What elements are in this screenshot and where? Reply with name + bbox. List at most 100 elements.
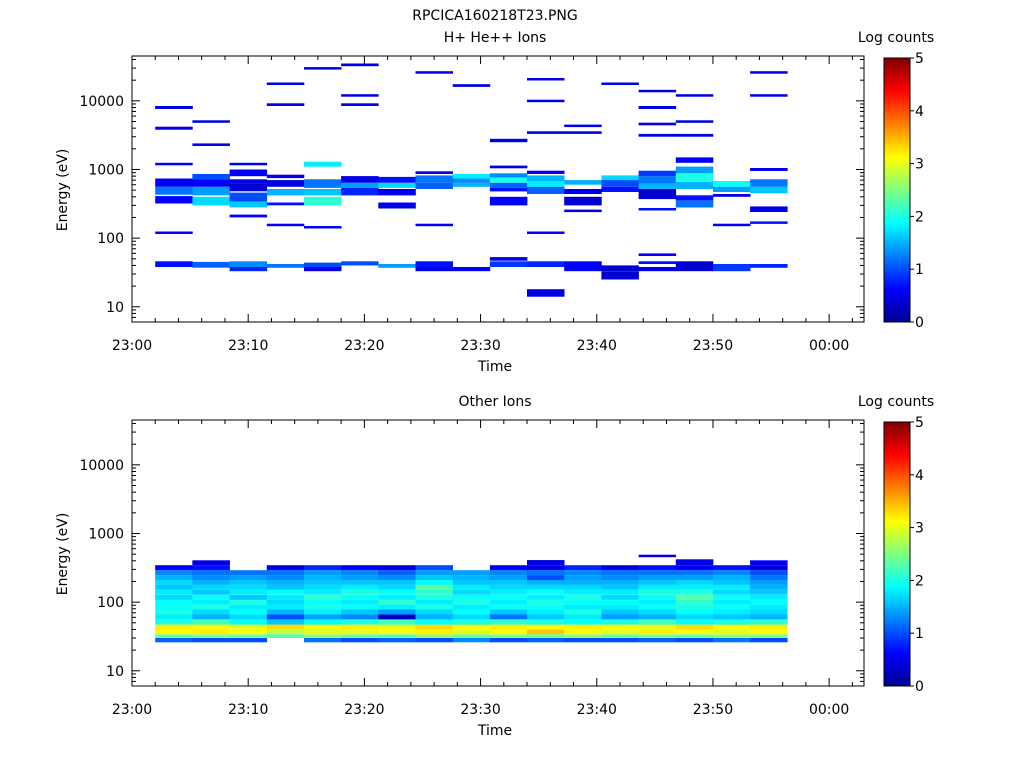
heatmap-cell (304, 161, 342, 167)
panel-h-he-ions: H+ He++ Ions Log counts Time Energy (eV)… (55, 30, 934, 375)
heatmap-cell (489, 580, 528, 585)
y-tick-label: 100 (97, 231, 124, 247)
heatmap-cell (229, 584, 268, 590)
heatmap-cell (564, 196, 602, 206)
heatmap-cell (713, 589, 751, 595)
heatmap-cell (155, 580, 193, 585)
axes: 23:00 23:10 23:20 23:30 23:40 23:50 00:00 10 100… (79, 56, 864, 354)
heatmap-cell (713, 223, 751, 227)
heatmap-cell (713, 181, 751, 187)
heatmap-cell (341, 565, 379, 571)
heatmap-cell (341, 629, 379, 635)
heatmap-cell (564, 584, 602, 590)
heatmap-cell (527, 570, 565, 576)
heatmap-cell (527, 560, 565, 563)
heatmap-cell (155, 162, 193, 166)
heatmap-cell (675, 599, 714, 605)
y-tick-label: 1000 (88, 526, 124, 542)
heatmap-cell (527, 565, 565, 571)
heatmap-cell (304, 614, 342, 620)
heatmap-cell (229, 624, 268, 630)
heatmap-cell (675, 181, 714, 189)
heatmap-cell (452, 178, 491, 183)
heatmap-cell (638, 599, 677, 605)
heatmap-cell (527, 181, 565, 187)
heatmap-cell (378, 565, 416, 571)
heatmap-cell (266, 565, 305, 571)
heatmap-cell (452, 624, 491, 630)
axes: 23:00 23:10 23:20 23:30 23:40 23:50 00:00 10 100… (79, 420, 864, 718)
heatmap-cell (675, 604, 714, 610)
heatmap-cell (750, 179, 788, 187)
heatmap-cell (527, 131, 565, 134)
heatmap-cell (229, 192, 268, 202)
panel-title: H+ He++ Ions (444, 30, 547, 46)
heatmap-cell (452, 619, 491, 625)
heatmap-cell (675, 634, 714, 638)
heatmap-cell (675, 584, 714, 590)
heatmap-cell (155, 231, 193, 234)
heatmap-cell (304, 599, 342, 605)
x-tick-label: 23:40 (577, 338, 617, 354)
heatmap-cell (229, 183, 268, 192)
heatmap-cell (527, 175, 565, 181)
heatmap-cell (155, 609, 193, 615)
heatmap-cell (378, 604, 416, 610)
heatmap-cell (304, 580, 342, 585)
heatmap-cell (638, 261, 677, 264)
heatmap-cell (675, 629, 714, 635)
heatmap-cells (155, 554, 788, 643)
heatmap-cell (192, 594, 230, 600)
colorbar-label: Log counts (858, 30, 934, 46)
heatmap-cell (304, 629, 342, 635)
heatmap-cell (415, 599, 453, 605)
heatmap-cell (527, 186, 565, 194)
heatmap-cell (266, 103, 305, 106)
heatmap-cell (675, 614, 714, 620)
heatmap-cell (304, 267, 342, 272)
heatmap-cell (713, 624, 751, 630)
heatmap-cell (378, 580, 416, 585)
heatmap-cell (527, 580, 565, 585)
heatmap-cell (229, 629, 268, 635)
heatmap-cell (378, 584, 416, 590)
heatmap-cell (527, 609, 565, 615)
heatmap-cell (638, 634, 677, 638)
heatmap-cell (415, 575, 453, 581)
panel-other-ions: Other Ions Log counts Time Energy (eV) 2… (55, 394, 934, 739)
heatmap-cell (192, 120, 230, 123)
heatmap-cell (750, 589, 788, 595)
heatmap-cell (229, 575, 268, 581)
heatmap-cell (527, 170, 565, 174)
colorbar-label: Log counts (858, 394, 934, 410)
heatmap-cell (564, 575, 602, 581)
heatmap-cell (155, 126, 193, 130)
heatmap-cell (155, 599, 193, 605)
heatmap-cell (378, 264, 416, 268)
heatmap-cell (452, 584, 491, 590)
heatmap-cell (341, 604, 379, 610)
figure-title: RPCICA160218T23.PNG (412, 8, 577, 24)
heatmap-cell (638, 624, 677, 630)
heatmap-cell (489, 196, 528, 206)
heatmap-cell (564, 619, 602, 625)
heatmap-cell (638, 565, 677, 571)
heatmap-cell (155, 589, 193, 595)
heatmap-cell (341, 609, 379, 615)
heatmap-cell (415, 624, 453, 630)
heatmap-cell (452, 570, 491, 576)
heatmap-cell (713, 594, 751, 600)
heatmap-cell (675, 575, 714, 581)
heatmap-cell (564, 124, 602, 128)
heatmap-cell (564, 638, 602, 643)
x-tick-label: 00:00 (809, 702, 849, 718)
heatmap-cell (713, 584, 751, 590)
heatmap-cell (564, 624, 602, 630)
plot-frame (131, 55, 865, 323)
heatmap-cell (415, 182, 453, 189)
heatmap-cell (564, 589, 602, 595)
y-axis-label: Energy (eV) (55, 149, 71, 232)
heatmap-cell (527, 629, 565, 635)
heatmap-cell (564, 570, 602, 576)
heatmap-cell (489, 604, 528, 610)
